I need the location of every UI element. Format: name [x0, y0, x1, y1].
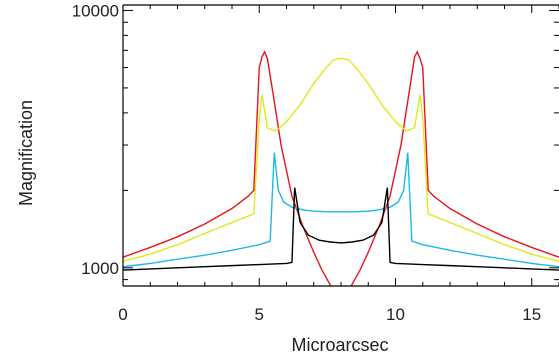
x-tick-label: 0: [118, 305, 127, 324]
y-tick-label: 1000: [81, 259, 119, 278]
y-axis-title: Magnification: [16, 100, 36, 206]
series-line-2: [123, 57, 559, 262]
x-tick-label: 10: [386, 305, 405, 324]
y-tick-label: 10000: [72, 1, 119, 20]
x-tick-label: 5: [255, 305, 264, 324]
series-line-3: [123, 152, 559, 268]
x-axis-title: Microarcsec: [291, 335, 388, 355]
axis-layer: [122, 4, 559, 287]
series-line-1: [123, 50, 559, 286]
series-layer: [123, 50, 559, 286]
series-line-4: [123, 187, 559, 271]
x-tick-label: 15: [522, 305, 541, 324]
label-layer: 0 5 10 15 1000 10000: [72, 1, 541, 324]
